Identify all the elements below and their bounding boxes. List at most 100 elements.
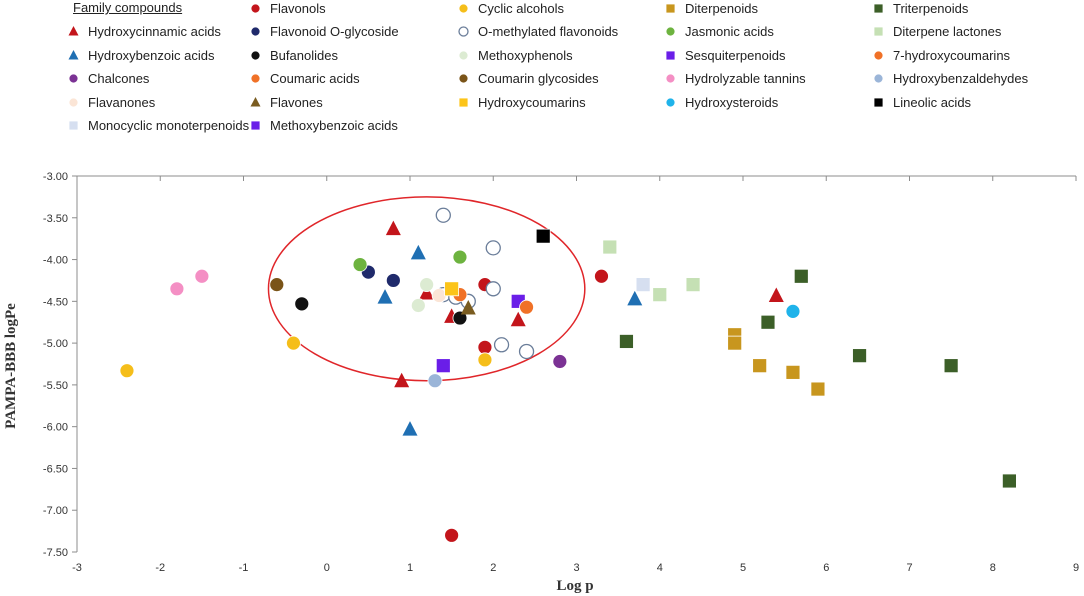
legend-item: Jasmonic acids bbox=[665, 23, 774, 41]
legend-marker bbox=[873, 3, 884, 13]
legend-item: 7-hydroxycoumarins bbox=[873, 46, 1010, 64]
legend-label: 7-hydroxycoumarins bbox=[893, 47, 1011, 63]
legend-label: Flavonols bbox=[270, 0, 326, 16]
legend-marker bbox=[665, 97, 676, 107]
legend-marker bbox=[665, 3, 676, 13]
legend-label: Coumarin glycosides bbox=[478, 71, 599, 86]
legend-marker-shape bbox=[665, 50, 676, 60]
data-point bbox=[485, 281, 501, 297]
legend-marker-shape bbox=[458, 26, 469, 37]
x-tick-label: 5 bbox=[740, 562, 746, 574]
x-tick-label: 2 bbox=[490, 562, 496, 574]
data-point bbox=[435, 207, 451, 223]
data-point bbox=[119, 363, 135, 379]
legend-item: Chalcones bbox=[68, 70, 149, 88]
data-point bbox=[352, 257, 368, 272]
legend-marker-shape bbox=[68, 120, 79, 131]
legend-marker-shape bbox=[68, 26, 79, 36]
data-point bbox=[652, 287, 668, 303]
legend-marker-shape bbox=[250, 73, 261, 84]
data-point bbox=[760, 314, 776, 330]
legend-label: O-methylated flavonoids bbox=[478, 24, 619, 39]
legend-marker bbox=[665, 50, 676, 60]
data-point bbox=[752, 358, 768, 374]
legend-label: Hydroxybenzaldehydes bbox=[893, 71, 1029, 86]
legend-item: Hydrolyzable tannins bbox=[665, 70, 806, 88]
data-point bbox=[727, 335, 743, 351]
y-tick-label: -4.50 bbox=[43, 296, 68, 308]
data-point bbox=[435, 358, 451, 374]
legend-item: Diterpenoids bbox=[665, 0, 758, 17]
legend-marker-shape bbox=[458, 73, 469, 84]
legend-marker bbox=[458, 73, 469, 84]
data-point bbox=[394, 372, 410, 388]
legend-label: Flavanones bbox=[88, 94, 156, 110]
legend-marker-shape bbox=[458, 3, 469, 13]
data-point bbox=[431, 288, 447, 303]
annotation-layer bbox=[267, 196, 586, 382]
legend-item: Bufanolides bbox=[250, 46, 338, 64]
data-point bbox=[452, 249, 468, 265]
data-point bbox=[460, 300, 476, 315]
legend-marker bbox=[873, 26, 884, 37]
legend-marker bbox=[873, 73, 884, 84]
data-point bbox=[785, 303, 801, 319]
legend-marker-shape bbox=[665, 26, 676, 37]
legend-label: Hydroxybenzoic acids bbox=[88, 47, 215, 63]
legend-marker bbox=[458, 50, 469, 60]
legend-marker bbox=[250, 26, 261, 37]
legend-marker bbox=[873, 50, 884, 60]
data-point bbox=[444, 527, 460, 543]
data-point bbox=[286, 335, 301, 351]
x-axis-label: Log p bbox=[556, 578, 593, 594]
legend-label: Bufanolides bbox=[270, 47, 338, 63]
legend-item: Methoxybenzoic acids bbox=[250, 117, 398, 135]
legend-marker-shape bbox=[873, 97, 884, 107]
legend-label: Methoxyphenols bbox=[478, 47, 573, 63]
legend-item: Methoxyphenols bbox=[458, 46, 573, 64]
legend-marker-shape bbox=[68, 49, 79, 59]
data-point bbox=[294, 296, 310, 312]
data-point bbox=[519, 299, 534, 315]
x-tick-label: 6 bbox=[823, 562, 829, 574]
x-tick-label: -2 bbox=[155, 562, 165, 574]
legend-marker-shape bbox=[873, 50, 884, 60]
legend-label: Methoxybenzoic acids bbox=[270, 118, 398, 133]
data-point bbox=[510, 311, 526, 327]
x-tick-label: -1 bbox=[239, 562, 249, 574]
data-point bbox=[444, 281, 460, 297]
legend-item: Coumaric acids bbox=[250, 70, 360, 88]
legend-marker-shape bbox=[250, 3, 261, 13]
data-point bbox=[410, 298, 426, 313]
legend-marker-shape bbox=[68, 97, 79, 107]
legend-marker bbox=[250, 3, 261, 13]
data-point bbox=[602, 239, 618, 255]
legend-marker-shape bbox=[250, 26, 261, 37]
legend-item: Cyclic alcohols bbox=[458, 0, 564, 17]
y-tick-label: -5.50 bbox=[43, 380, 68, 392]
data-point bbox=[410, 244, 426, 260]
data-point bbox=[552, 354, 568, 369]
y-tick-label: -7.50 bbox=[43, 547, 68, 559]
legend-marker-shape bbox=[250, 96, 261, 106]
legend-marker bbox=[68, 49, 79, 59]
data-point bbox=[169, 281, 185, 297]
legend-marker bbox=[873, 97, 884, 107]
data-point bbox=[427, 373, 443, 389]
legend-item: Hydroxybenzoic acids bbox=[68, 46, 214, 64]
data-point bbox=[477, 352, 493, 368]
legend-label: Flavonoid O-glycoside bbox=[270, 24, 399, 39]
legend-marker bbox=[458, 26, 469, 37]
data-point bbox=[785, 364, 801, 380]
legend-marker bbox=[250, 73, 261, 84]
data-point bbox=[627, 290, 643, 306]
y-tick-label: -7.00 bbox=[43, 505, 68, 517]
data-point bbox=[1002, 473, 1017, 489]
legend-item: Diterpene lactones bbox=[873, 23, 1001, 41]
y-tick-label: -3.00 bbox=[43, 171, 68, 183]
legend-marker bbox=[458, 97, 469, 107]
legend-label: Hydroxysteroids bbox=[685, 94, 779, 110]
chart-legend: Family compounds Flavonols Cyclic alcohol… bbox=[0, 0, 1084, 150]
y-tick-label: -6.50 bbox=[43, 463, 68, 475]
